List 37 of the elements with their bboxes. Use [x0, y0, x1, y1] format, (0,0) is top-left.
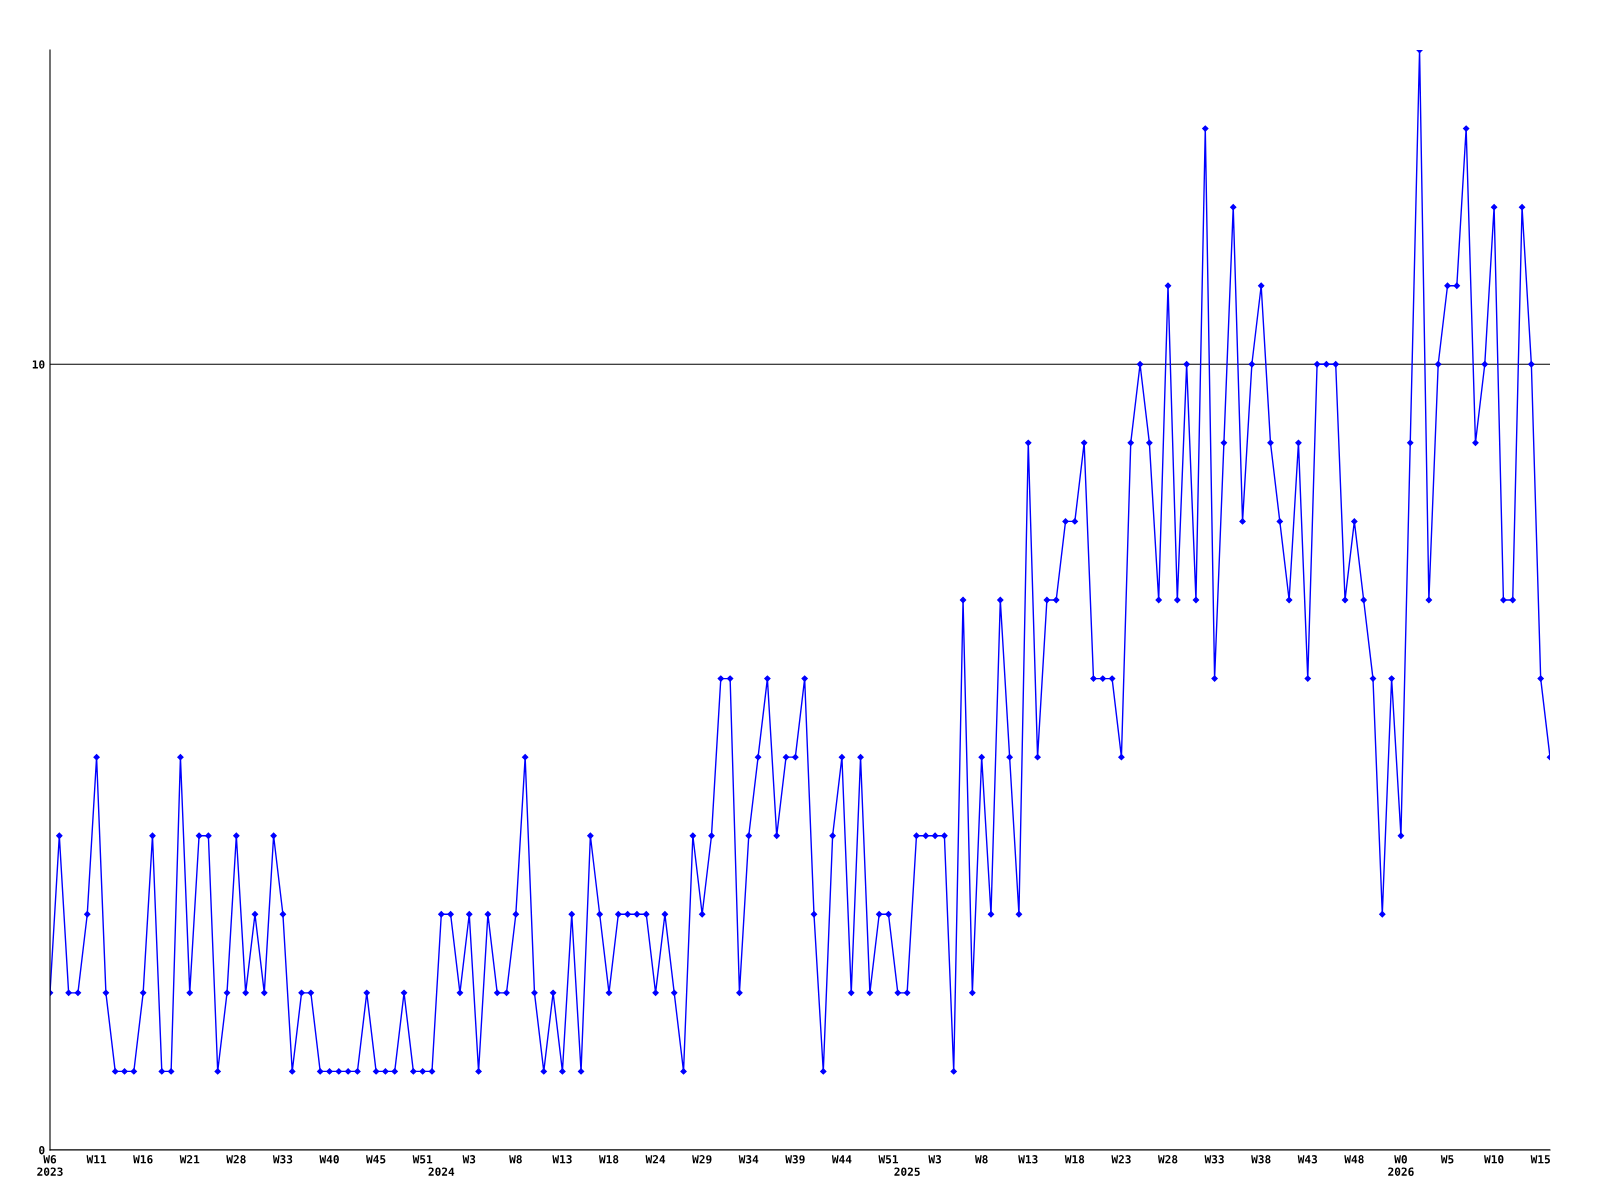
x-tick-label: W8 — [509, 1155, 522, 1164]
x-tick-label: W13 — [552, 1155, 572, 1164]
x-tick-label: W28 — [226, 1155, 246, 1164]
x-tick-label: 2025 — [894, 1167, 920, 1176]
x-tick-label: W28 — [1157, 1155, 1178, 1164]
x-tick-label: W18 — [1064, 1155, 1085, 1164]
x-tick-label: W23 — [1111, 1155, 1131, 1164]
x-tick-label: W45 — [366, 1155, 386, 1164]
x-tick-label: W33 — [272, 1155, 293, 1164]
x-tick-label: W40 — [319, 1155, 339, 1164]
x-tick-label: W24 — [645, 1155, 666, 1164]
x-tick-label: W43 — [1297, 1155, 1318, 1164]
x-tick-label: W0 2026 — [1388, 1155, 1414, 1176]
x-tick-label: W10 — [1484, 1155, 1504, 1164]
x-tick-label: W13 — [1018, 1155, 1038, 1164]
x-tick-label: W5 — [1440, 1155, 1454, 1164]
x-tick-label: W6 2023 — [37, 1155, 63, 1176]
y-tick-label: 10 — [32, 360, 45, 369]
y-tick-label: 0 — [39, 1145, 45, 1155]
x-tick-label: W51 — [412, 1155, 433, 1164]
x-tick-label: W15 — [1530, 1155, 1550, 1164]
x-tick-label: W11 — [86, 1155, 107, 1164]
x-tick-label: W34 — [738, 1155, 759, 1164]
x-tick-label: W16 — [133, 1155, 153, 1164]
x-tick-label: W8 — [974, 1155, 988, 1164]
x-tick-label: W21 — [179, 1155, 200, 1164]
x-tick-label: W38 — [1251, 1155, 1271, 1164]
x-tick-label: 2024 — [428, 1167, 455, 1176]
x-tick-label: W33 — [1204, 1155, 1224, 1164]
x-tick-label: W48 — [1344, 1155, 1364, 1164]
x-tick-label: W3 — [462, 1155, 476, 1164]
x-tick-label: W44 — [831, 1155, 852, 1164]
x-tick-label: W3 — [928, 1155, 942, 1164]
x-tick-label: W18 — [598, 1155, 619, 1164]
x-tick-label: W51 — [878, 1155, 899, 1164]
x-tick-label: W29 — [692, 1155, 712, 1164]
x-tick-label: W39 — [785, 1155, 805, 1164]
